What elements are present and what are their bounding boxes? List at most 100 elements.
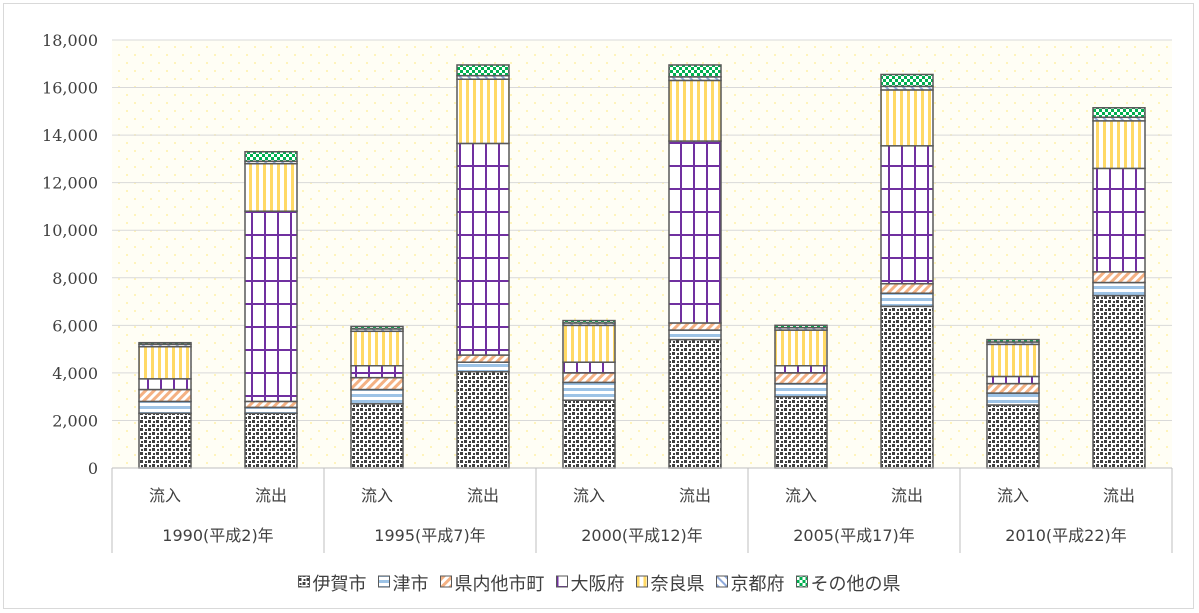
bar-segment — [668, 338, 722, 469]
bar-stack — [350, 325, 404, 469]
legend-item: 伊賀市 — [298, 574, 367, 595]
x-tick-label: 流入 — [573, 486, 605, 505]
bar-segment — [244, 406, 298, 415]
bar-segment — [880, 305, 934, 469]
bar-segment — [562, 324, 616, 363]
bar-segment — [138, 412, 192, 469]
bar-segment — [350, 403, 404, 469]
bar-segment — [986, 404, 1040, 469]
bar-segment — [562, 361, 616, 374]
bar-stack — [668, 64, 722, 469]
bar-segment — [350, 376, 404, 391]
legend-label: 京都府 — [731, 574, 785, 595]
x-tick-label: 流入 — [997, 486, 1029, 505]
x-group-label: 1995(平成7)年 — [374, 526, 485, 545]
bar-segment — [986, 382, 1040, 394]
y-tick-label: 4,000 — [52, 364, 98, 383]
x-tick-label: 流出 — [679, 486, 711, 505]
x-group-label: 2010(平成22)年 — [1005, 526, 1127, 545]
legend-label: 大阪府 — [571, 574, 625, 595]
bar-segment — [138, 400, 192, 415]
y-tick-label: 0 — [88, 459, 98, 478]
x-group-label: 1990(平成2)年 — [162, 526, 273, 545]
bar-segment — [350, 325, 404, 330]
bar-segment — [880, 282, 934, 294]
legend-swatch — [636, 575, 648, 588]
bar-segment — [986, 343, 1040, 378]
x-group-label: 2000(平成12)年 — [581, 526, 703, 545]
bar-segment — [350, 330, 404, 367]
bar-segment — [562, 319, 616, 324]
x-tick-label: 流出 — [891, 486, 923, 505]
bar-segment — [774, 329, 828, 367]
bar-segment — [880, 292, 934, 308]
y-tick-label: 8,000 — [52, 269, 98, 288]
bar-segment — [1092, 107, 1146, 119]
x-tick-label: 流入 — [361, 486, 393, 505]
bar-stack — [1092, 107, 1146, 469]
bar-segment — [668, 329, 722, 341]
bar-segment — [880, 89, 934, 147]
legend-item: その他の県 — [796, 574, 901, 595]
chart: 0 2,000 4,000 6,000 8,000 10,000 12,000 14,000 1… — [42, 31, 1173, 595]
bar-segment — [562, 399, 616, 469]
legend-item: 京都府 — [716, 574, 785, 595]
y-tick-label: 6,000 — [52, 316, 98, 335]
bar-segment — [1092, 271, 1146, 284]
bar-segment — [668, 140, 722, 324]
bar-segment — [244, 210, 298, 403]
bar-segment — [668, 322, 722, 331]
bar-segment — [350, 365, 404, 379]
y-tick-label: 10,000 — [42, 221, 98, 240]
legend-swatch — [378, 575, 390, 588]
bar-segment — [774, 372, 828, 385]
bar-segment — [244, 400, 298, 409]
legend-item: 大阪府 — [556, 574, 625, 595]
bar-stack — [880, 73, 934, 469]
bar-segment — [244, 151, 298, 163]
bar-segment — [138, 341, 192, 346]
bar-stack — [562, 319, 616, 469]
bar-segment — [774, 382, 828, 398]
bar-segment — [1092, 120, 1146, 170]
bar-segment — [350, 388, 404, 405]
bars — [138, 64, 1146, 469]
bar-segment — [668, 64, 722, 78]
chart-frame: 0 2,000 4,000 6,000 8,000 10,000 12,000 14,000 1… — [3, 3, 1194, 609]
bar-segment — [986, 375, 1040, 385]
bar-stack — [986, 338, 1040, 469]
bar-stack — [244, 151, 298, 469]
legend-label: 津市 — [393, 574, 429, 595]
legend-label: 伊賀市 — [313, 574, 367, 595]
bar-segment — [774, 324, 828, 329]
x-tick-label: 流出 — [255, 486, 287, 505]
bar-segment — [880, 73, 934, 88]
y-axis: 0 2,000 4,000 6,000 8,000 10,000 12,000 14,000 1… — [42, 31, 98, 478]
bar-segment — [562, 381, 616, 401]
bar-segment — [562, 372, 616, 384]
bar-segment — [1092, 167, 1146, 273]
x-group-label: 2005(平成17)年 — [793, 526, 915, 545]
x-axis: 流入 流出 流入 流出 流入 流出 流入 流出 流入 流出 1990(平成2)年 1995(平成7)年… — [111, 467, 1173, 553]
bar-stack — [456, 64, 510, 469]
y-tick-label: 18,000 — [42, 31, 98, 50]
bar-segment — [986, 338, 1040, 343]
legend-item: 県内他市町 — [440, 574, 545, 595]
bar-stack — [138, 341, 192, 469]
legend-item: 奈良県 — [636, 574, 705, 595]
bar-segment — [244, 162, 298, 212]
bar-segment — [774, 365, 828, 374]
bar-segment — [138, 378, 192, 391]
legend: 伊賀市 津市 県内他市町 大阪府 奈良県 京都府 その他の県 — [298, 574, 901, 595]
legend-swatch — [440, 575, 452, 588]
bar-segment — [774, 395, 828, 469]
x-tick-label: 流出 — [1103, 486, 1135, 505]
x-tick-label: 流入 — [785, 486, 817, 505]
legend-swatch — [298, 575, 310, 588]
bar-segment — [456, 142, 510, 356]
x-tick-label: 流入 — [149, 486, 181, 505]
y-tick-label: 12,000 — [42, 174, 98, 193]
bar-segment — [1092, 281, 1146, 297]
bar-segment — [456, 78, 510, 145]
legend-label: 県内他市町 — [455, 574, 545, 595]
